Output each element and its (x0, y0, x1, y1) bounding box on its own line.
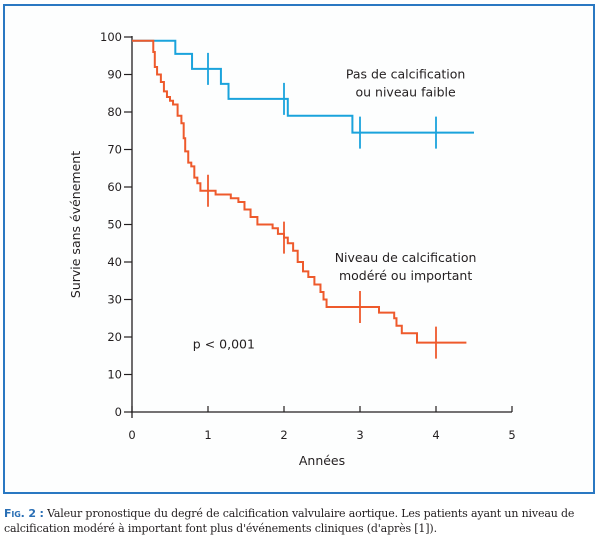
x-tick-label: 3 (356, 428, 363, 442)
series-layer (132, 39, 474, 359)
y-tick-label: 10 (107, 368, 122, 382)
x-tick-label: 5 (508, 428, 515, 442)
y-tick-label: 30 (107, 293, 122, 307)
y-tick-label: 70 (107, 143, 122, 157)
axes: 0 10 20 30 40 50 60 70 80 90 100 0 1 2 3 4 5 (100, 30, 516, 442)
x-tick-label: 1 (204, 428, 211, 442)
y-tick-label: 80 (107, 105, 122, 119)
y-ticks: 0 10 20 30 40 50 60 70 80 90 100 (100, 30, 132, 419)
series-label: ou niveau faible (355, 84, 456, 99)
y-tick-label: 90 (107, 68, 122, 82)
survival-curve (132, 39, 474, 134)
x-ticks: 0 1 2 3 4 5 (128, 406, 516, 442)
y-tick-label: 0 (115, 405, 122, 419)
p-value-annotation: p < 0,001 (193, 336, 255, 351)
series-labels: Pas de calcification ou niveau faible Nive… (335, 66, 477, 283)
series-high-calcification (132, 39, 467, 359)
y-axis-title: Survie sans événement (68, 151, 83, 298)
x-tick-label: 2 (280, 428, 287, 442)
figure-caption-text: Valeur pronostique du degré de calcifica… (4, 507, 575, 535)
y-tick-label: 50 (107, 218, 122, 232)
x-tick-label: 0 (128, 428, 135, 442)
y-tick-label: 20 (107, 330, 122, 344)
series-label: Pas de calcification (346, 66, 465, 81)
figure-caption: Fig. 2 : Valeur pronostique du degré de … (4, 506, 598, 536)
y-tick-label: 60 (107, 180, 122, 194)
figure-label: Fig. 2 (4, 507, 36, 520)
survival-curve (132, 39, 467, 344)
figure-label-separator: : (35, 507, 44, 520)
survival-chart: 0 10 20 30 40 50 60 70 80 90 100 0 1 2 3 4 5 Survie san… (68, 30, 516, 468)
series-label: Niveau de calcification (335, 250, 477, 265)
x-tick-label: 4 (432, 428, 439, 442)
series-low-calcification (132, 39, 474, 149)
y-tick-label: 40 (107, 255, 122, 269)
series-label: modéré ou important (339, 268, 472, 283)
x-axis-title: Années (299, 453, 345, 468)
y-tick-label: 100 (100, 30, 122, 44)
